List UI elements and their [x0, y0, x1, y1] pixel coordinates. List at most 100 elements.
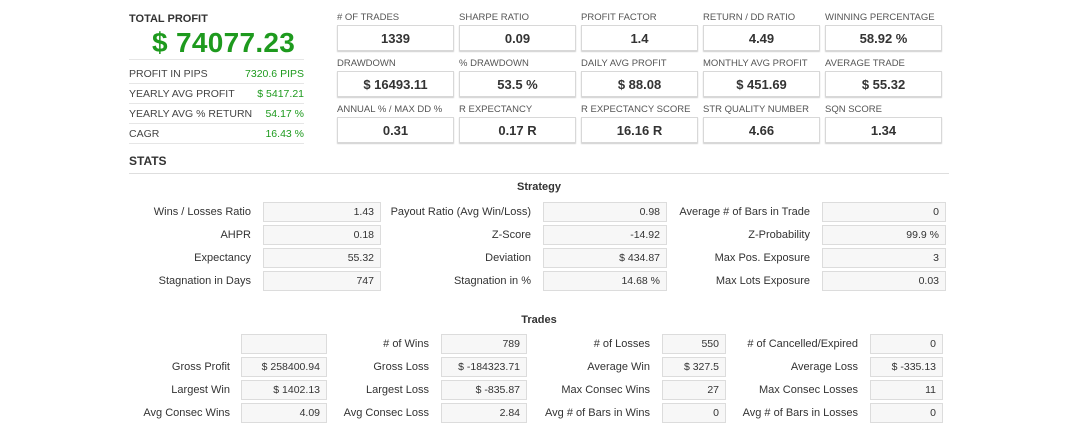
strategy-value: 3 [822, 248, 946, 268]
trades-value: 550 [662, 334, 726, 354]
kpi-label: R EXPECTANCY SCORE [581, 104, 691, 115]
trades-label: # of Cancelled/Expired [747, 338, 858, 350]
kpi-winning-percentage: WINNING PERCENTAGE 58.92 % [825, 12, 942, 51]
kpi-sharpe-ratio: SHARPE RATIO 0.09 [459, 12, 576, 51]
kpi-value: $ 16493.11 [337, 71, 454, 97]
kpi-label: PROFIT FACTOR [581, 12, 657, 23]
strategy-value: -14.92 [543, 225, 667, 245]
trades-label: Gross Loss [373, 361, 429, 373]
trades-value: 2.84 [441, 403, 527, 423]
summary-row-label: YEARLY AVG PROFIT [129, 88, 235, 100]
strategy-label: AHPR [220, 229, 251, 241]
kpi-annual-max-dd: ANNUAL % / MAX DD % 0.31 [337, 104, 454, 143]
strategy-value: 0.03 [822, 271, 946, 291]
trades-label: Max Consec Wins [561, 384, 650, 396]
trades-label: # of Wins [383, 338, 429, 350]
trades-label: Average Loss [790, 361, 858, 373]
kpi-drawdown: DRAWDOWN $ 16493.11 [337, 58, 454, 97]
kpi-label: WINNING PERCENTAGE [825, 12, 935, 23]
kpi-value: $ 451.69 [703, 71, 820, 97]
kpi-value: $ 55.32 [825, 71, 942, 97]
trades-value: $ 327.5 [662, 357, 726, 377]
kpi-label: DAILY AVG PROFIT [581, 58, 667, 69]
kpi-r-expectancy: R EXPECTANCY 0.17 R [459, 104, 576, 143]
summary-row-value: 54.17 % [265, 108, 304, 120]
trades-value: $ -184323.71 [441, 357, 527, 377]
summary-row-value: 16.43 % [265, 128, 304, 140]
kpi-value: 58.92 % [825, 25, 942, 51]
trades-label: Largest Win [171, 384, 230, 396]
trades-label: Avg # of Bars in Losses [742, 407, 858, 419]
summary-row-cagr: CAGR 16.43 % [129, 125, 304, 144]
summary-row-value: 7320.6 PIPS [245, 68, 304, 80]
summary-row-yearly-avg-return: YEARLY AVG % RETURN 54.17 % [129, 105, 304, 124]
strategy-value: 747 [263, 271, 381, 291]
trades-value: 789 [441, 334, 527, 354]
trades-value [241, 334, 327, 354]
kpi-monthly-avg-profit: MONTHLY AVG PROFIT $ 451.69 [703, 58, 820, 97]
kpi-label: AVERAGE TRADE [825, 58, 905, 69]
strategy-label: Expectancy [194, 252, 251, 264]
kpi-label: DRAWDOWN [337, 58, 396, 69]
kpi-label: # OF TRADES [337, 12, 400, 23]
trades-value: 11 [870, 380, 943, 400]
strategy-value: $ 434.87 [543, 248, 667, 268]
strategy-label: Stagnation in Days [158, 275, 251, 287]
kpi-value: 0.31 [337, 117, 454, 143]
kpi-label: RETURN / DD RATIO [703, 12, 796, 23]
kpi-label: SHARPE RATIO [459, 12, 530, 23]
strategy-label: Payout Ratio (Avg Win/Loss) [390, 206, 531, 218]
strategy-label: Z-Probability [748, 229, 810, 241]
strategy-value: 0 [822, 202, 946, 222]
trades-label: Avg Consec Loss [343, 407, 429, 419]
summary-row-label: PROFIT IN PIPS [129, 68, 208, 80]
trades-value: 4.09 [241, 403, 327, 423]
summary-row-label: CAGR [129, 128, 160, 140]
trades-label: Largest Loss [366, 384, 429, 396]
kpi-label: R EXPECTANCY [459, 104, 533, 115]
kpi-average-trade: AVERAGE TRADE $ 55.32 [825, 58, 942, 97]
kpi-value: $ 88.08 [581, 71, 698, 97]
trades-value: 27 [662, 380, 726, 400]
total-profit-value: $ 74077.23 [152, 27, 296, 58]
kpi-trades: # OF TRADES 1339 [337, 12, 454, 51]
summary-divider [129, 59, 304, 60]
kpi-label: MONTHLY AVG PROFIT [703, 58, 808, 69]
trades-value: $ -335.13 [870, 357, 943, 377]
trades-label: Avg Consec Wins [143, 407, 230, 419]
kpi-label: STR QUALITY NUMBER [703, 104, 809, 115]
kpi-profit-factor: PROFIT FACTOR 1.4 [581, 12, 698, 51]
strategy-value: 55.32 [263, 248, 381, 268]
strategy-label: Average # of Bars in Trade [679, 206, 810, 218]
total-profit-label: TOTAL PROFIT [129, 13, 208, 25]
trades-label: Avg # of Bars in Wins [545, 407, 650, 419]
strategy-label: Max Lots Exposure [715, 275, 810, 287]
strategy-value: 0.98 [543, 202, 667, 222]
strategy-value: 1.43 [263, 202, 381, 222]
summary-row-yearly-avg-profit: YEARLY AVG PROFIT $ 5417.21 [129, 85, 304, 104]
trades-label: Max Consec Losses [758, 384, 858, 396]
kpi-value: 4.49 [703, 25, 820, 51]
strategy-label: Stagnation in % [453, 275, 531, 287]
trades-label: Average Win [587, 361, 650, 373]
kpi-label: ANNUAL % / MAX DD % [337, 104, 443, 115]
strategy-label: Z-Score [491, 229, 531, 241]
kpi-value: 0.17 R [459, 117, 576, 143]
strategy-label: Wins / Losses Ratio [153, 206, 251, 218]
stats-divider [129, 173, 949, 174]
kpi-value: 53.5 % [459, 71, 576, 97]
kpi-value: 1.34 [825, 117, 942, 143]
strategy-title: Strategy [516, 181, 562, 193]
kpi-value: 4.66 [703, 117, 820, 143]
kpi-value: 1339 [337, 25, 454, 51]
kpi-percent-drawdown: % DRAWDOWN 53.5 % [459, 58, 576, 97]
stats-title: STATS [129, 154, 167, 168]
trades-label [120, 334, 230, 354]
kpi-value: 0.09 [459, 25, 576, 51]
kpi-label: % DRAWDOWN [459, 58, 529, 69]
kpi-value: 16.16 R [581, 117, 698, 143]
trades-value: 0 [870, 403, 943, 423]
summary-row-value: $ 5417.21 [257, 88, 304, 100]
kpi-r-expectancy-score: R EXPECTANCY SCORE 16.16 R [581, 104, 698, 143]
trades-value: 0 [662, 403, 726, 423]
